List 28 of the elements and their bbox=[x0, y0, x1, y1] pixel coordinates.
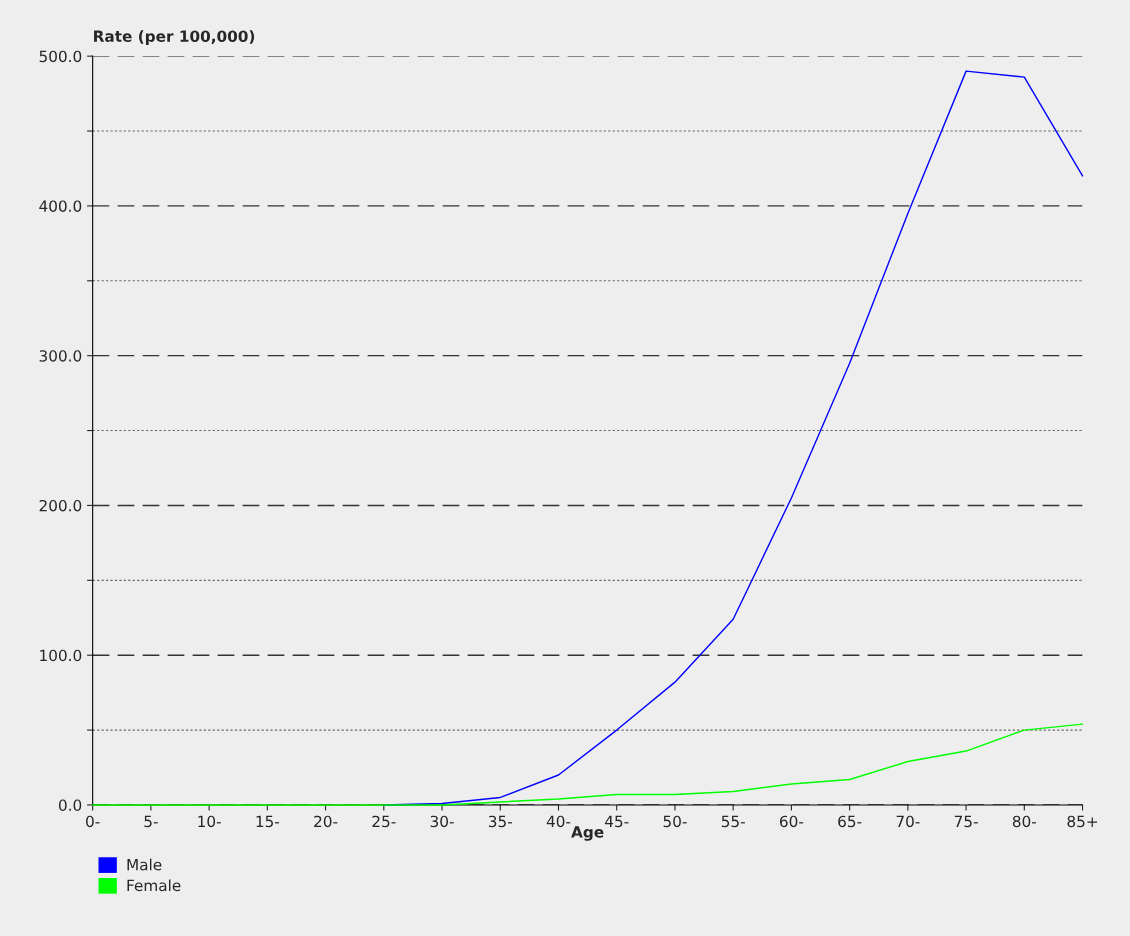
legend-label: Female bbox=[127, 879, 181, 892]
x-axis-title: Age bbox=[571, 826, 604, 841]
y-tick-label: 500.0 bbox=[39, 50, 82, 63]
x-tick-label: 50- bbox=[663, 815, 687, 828]
x-tick-label: 35- bbox=[488, 815, 512, 828]
x-tick-label: 55- bbox=[721, 815, 745, 828]
x-tick-label: 80- bbox=[1012, 815, 1037, 828]
y-tick-label: 400.0 bbox=[39, 200, 82, 212]
y-tick-label: 0.0 bbox=[58, 799, 82, 811]
y-tick-label: 100.0 bbox=[40, 649, 82, 662]
x-tick-label: 20- bbox=[314, 815, 338, 828]
x-tick-label: 40- bbox=[546, 815, 571, 828]
y-tick-label: 300.0 bbox=[39, 350, 82, 362]
x-tick-label: 15- bbox=[256, 815, 280, 828]
x-tick-label: 70- bbox=[896, 815, 920, 828]
x-tick-label: 45- bbox=[604, 815, 629, 828]
y-axis-title: Rate (per 100,000) bbox=[94, 30, 255, 45]
x-tick-label: 25- bbox=[372, 815, 396, 828]
x-tick-label: 30- bbox=[430, 815, 454, 828]
x-tick-label: 85+ bbox=[1067, 815, 1098, 828]
x-tick-label: 65- bbox=[838, 815, 862, 828]
x-tick-label: 10- bbox=[198, 815, 221, 828]
x-tick-label: 0- bbox=[86, 815, 100, 828]
legend-label: Male bbox=[127, 858, 162, 871]
x-tick-label: 75- bbox=[954, 815, 978, 828]
y-tick-label: 200.0 bbox=[39, 499, 82, 512]
x-tick-label: 5- bbox=[144, 815, 158, 828]
x-tick-label: 60- bbox=[779, 815, 804, 828]
